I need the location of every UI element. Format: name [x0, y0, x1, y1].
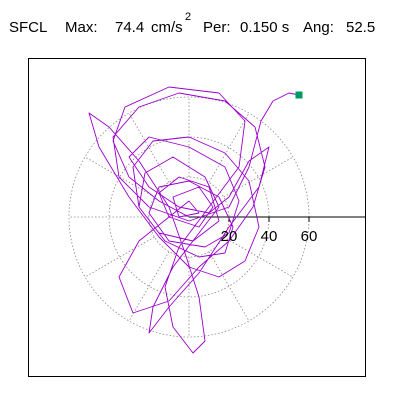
radial-tick-label-40: 40 [261, 228, 278, 245]
motion-trace [88, 86, 300, 354]
max-label: Max: [65, 19, 98, 36]
max-unit: cm/s [151, 19, 183, 36]
grid-spoke-120 [128, 112, 170, 183]
max-unit-exponent: 2 [185, 11, 192, 23]
grid-spoke-300 [208, 251, 250, 322]
grid-spoke-30 [223, 156, 294, 198]
max-value: 74.4 [115, 19, 145, 36]
axes [189, 216, 365, 222]
radial-tick-label-20: 20 [221, 228, 238, 245]
plot-frame [28, 58, 366, 377]
per-label: Per: [203, 19, 231, 36]
grid-spoke-150 [84, 156, 155, 198]
marker-layer [295, 91, 303, 99]
end-marker [295, 91, 303, 99]
grid-spoke-60 [208, 112, 250, 183]
trace-layer [88, 86, 300, 354]
grid-spoke-240 [128, 251, 170, 322]
per-value: 0.150 s [240, 19, 290, 36]
ang-value: 52.5 [346, 19, 376, 36]
radial-tick-label-60: 60 [301, 228, 318, 245]
grid-spoke-210 [84, 236, 155, 278]
title-bar: SFCL Max: 74.4 cm/s 2 Per: 0.150 s Ang: … [0, 0, 400, 52]
ang-label: Ang: [303, 19, 334, 36]
station-name: SFCL [9, 19, 48, 36]
tick-labels: 20 40 60 [221, 228, 318, 245]
grid-spoke-330 [223, 236, 294, 278]
